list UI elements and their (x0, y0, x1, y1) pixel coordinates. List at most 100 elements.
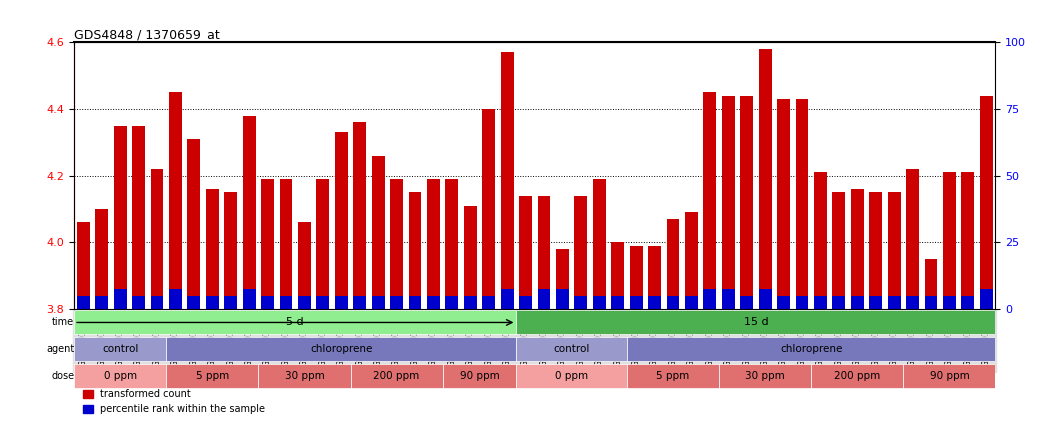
Bar (777, 296, 790, 309)
Bar (372, 296, 384, 309)
Bar (943, 296, 956, 309)
Bar (113, 289, 127, 309)
Bar (501, 52, 514, 309)
Bar (648, 246, 661, 309)
Bar (722, 289, 735, 309)
Bar (372, 156, 384, 309)
Bar (980, 289, 992, 309)
FancyBboxPatch shape (517, 364, 627, 388)
Bar (962, 172, 974, 309)
Bar (317, 296, 329, 309)
Text: 15 d: 15 d (743, 317, 768, 327)
Text: 5 ppm: 5 ppm (196, 371, 229, 381)
Bar (887, 192, 900, 309)
Bar (150, 296, 163, 309)
Bar (630, 296, 643, 309)
Bar (925, 259, 937, 309)
Text: 0 ppm: 0 ppm (555, 371, 588, 381)
Text: control: control (554, 344, 590, 354)
Bar (225, 192, 237, 309)
Text: control: control (102, 344, 139, 354)
Text: 30 ppm: 30 ppm (746, 371, 785, 381)
Bar (354, 296, 366, 309)
Text: 90 ppm: 90 ppm (460, 371, 500, 381)
Text: agent: agent (46, 344, 74, 354)
Text: dose: dose (51, 371, 74, 381)
FancyBboxPatch shape (517, 310, 995, 335)
Bar (390, 179, 403, 309)
Bar (795, 99, 808, 309)
Bar (132, 296, 145, 309)
Bar (169, 92, 182, 309)
Text: time: time (52, 317, 74, 327)
Bar (132, 126, 145, 309)
Bar (740, 296, 753, 309)
Bar (907, 169, 919, 309)
Bar (150, 169, 163, 309)
Bar (887, 296, 900, 309)
Bar (519, 296, 532, 309)
FancyBboxPatch shape (351, 364, 443, 388)
Text: chloroprene: chloroprene (310, 344, 373, 354)
FancyBboxPatch shape (166, 337, 517, 361)
Bar (298, 222, 311, 309)
Bar (243, 115, 255, 309)
Bar (869, 296, 882, 309)
Bar (262, 296, 274, 309)
Bar (262, 179, 274, 309)
FancyBboxPatch shape (627, 364, 719, 388)
Bar (519, 196, 532, 309)
Bar (464, 206, 477, 309)
Text: 5 ppm: 5 ppm (657, 371, 689, 381)
Bar (850, 296, 864, 309)
Text: 30 ppm: 30 ppm (285, 371, 324, 381)
Bar (390, 296, 403, 309)
Bar (980, 96, 992, 309)
Bar (758, 289, 772, 309)
Bar (538, 196, 551, 309)
Bar (280, 179, 292, 309)
FancyBboxPatch shape (166, 364, 258, 388)
Bar (740, 96, 753, 309)
Bar (427, 296, 439, 309)
Text: chloroprene: chloroprene (780, 344, 842, 354)
Text: 200 ppm: 200 ppm (374, 371, 419, 381)
Bar (501, 289, 514, 309)
Bar (648, 296, 661, 309)
Text: 200 ppm: 200 ppm (834, 371, 880, 381)
Bar (814, 296, 827, 309)
Bar (869, 192, 882, 309)
Bar (77, 296, 90, 309)
FancyBboxPatch shape (258, 364, 351, 388)
Bar (703, 289, 716, 309)
Bar (556, 289, 569, 309)
Bar (758, 49, 772, 309)
Bar (298, 296, 311, 309)
Text: 0 ppm: 0 ppm (104, 371, 137, 381)
Bar (574, 196, 588, 309)
Bar (446, 296, 459, 309)
Bar (722, 96, 735, 309)
Bar (630, 246, 643, 309)
Text: 90 ppm: 90 ppm (930, 371, 969, 381)
Bar (832, 296, 845, 309)
Bar (593, 179, 606, 309)
Bar (427, 179, 439, 309)
Bar (795, 296, 808, 309)
Bar (962, 296, 974, 309)
Bar (243, 289, 255, 309)
Bar (280, 296, 292, 309)
Bar (446, 179, 459, 309)
FancyBboxPatch shape (903, 364, 995, 388)
Bar (666, 296, 680, 309)
FancyBboxPatch shape (74, 310, 517, 335)
Bar (611, 296, 624, 309)
FancyBboxPatch shape (74, 337, 166, 361)
Bar (335, 132, 347, 309)
Bar (703, 92, 716, 309)
Bar (685, 212, 698, 309)
Bar (317, 179, 329, 309)
FancyBboxPatch shape (443, 364, 517, 388)
Bar (187, 139, 200, 309)
Bar (205, 296, 219, 309)
